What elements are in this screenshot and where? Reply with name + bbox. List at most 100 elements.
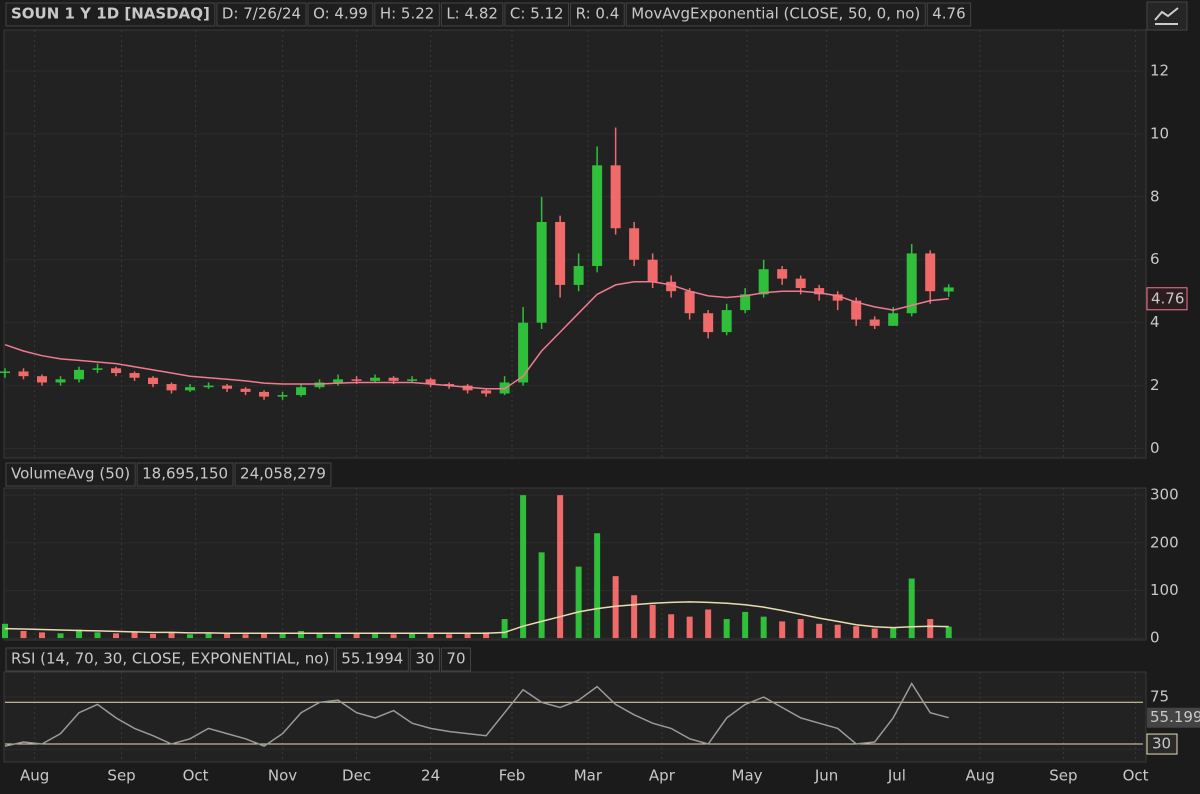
- candle-body: [55, 379, 66, 383]
- header-box: [625, 2, 926, 27]
- button-icon: [1154, 7, 1179, 25]
- y-tick-label: 6: [1150, 250, 1160, 268]
- header-text: L: 4.82: [446, 5, 498, 23]
- price-panel: [3, 29, 1147, 459]
- candle-body: [203, 385, 214, 388]
- y-tick-label: 4: [1150, 313, 1160, 331]
- y-tick-label: 300: [1150, 486, 1179, 504]
- header-box: [335, 647, 409, 672]
- candle-body: [185, 387, 196, 391]
- header-box: [307, 2, 374, 27]
- candle-body: [666, 281, 677, 292]
- volume-bar: [594, 533, 601, 639]
- header-text: 4.76: [932, 5, 965, 23]
- x-tick-label: Aug: [20, 767, 49, 785]
- volume-bar: [612, 576, 619, 639]
- x-tick-label: Aug: [966, 767, 995, 785]
- x-tick-label: Mar: [574, 767, 603, 785]
- volume-bar: [723, 619, 730, 639]
- volume-bar: [150, 633, 157, 639]
- candle-body: [777, 269, 788, 279]
- volume-bar: [20, 630, 27, 639]
- candle-body: [592, 165, 603, 267]
- draw-tool-button[interactable]: [1146, 1, 1188, 31]
- volume-bar: [945, 626, 952, 639]
- volume-bar: [686, 616, 693, 639]
- header-text: RSI (14, 70, 30, CLOSE, EXPONENTIAL, no): [11, 650, 329, 668]
- volume-bar: [242, 634, 249, 639]
- volume-bar: [94, 632, 101, 639]
- header-box: [409, 647, 440, 672]
- volume-bar: [483, 632, 490, 639]
- candle-body: [0, 371, 10, 374]
- candle-body: [37, 376, 48, 383]
- header-text: 70: [446, 650, 465, 668]
- x-tick-label: Apr: [649, 767, 676, 785]
- candle-body: [869, 319, 880, 326]
- candle-body: [518, 322, 529, 383]
- header-box: [374, 2, 440, 27]
- volume-bar: [205, 633, 212, 639]
- candle-body: [536, 221, 547, 323]
- y-tick-label: 2: [1150, 376, 1160, 394]
- candle-body: [462, 385, 473, 391]
- y-tick-label: 0: [1150, 439, 1160, 457]
- header-text: MovAvgExponential (CLOSE, 50, 0, no): [631, 5, 920, 23]
- candle-body: [222, 385, 233, 389]
- volume-bar: [464, 633, 471, 639]
- header-text: 18,695,150: [142, 465, 228, 483]
- last-value-label: 55.199: [1150, 708, 1200, 726]
- header-box: [234, 462, 332, 487]
- volume-bar: [538, 552, 545, 639]
- candle-body: [740, 294, 751, 311]
- volume-bar: [224, 633, 231, 639]
- rsi-panel: [3, 671, 1147, 763]
- header-text: D: 7/26/24: [222, 5, 301, 23]
- volume-bar: [76, 629, 83, 639]
- header-box: [504, 2, 570, 27]
- volume-bar: [927, 619, 934, 639]
- candle-body: [851, 300, 862, 320]
- volume-bar: [390, 634, 397, 639]
- candle-body: [444, 384, 455, 386]
- x-tick-label: 24: [421, 767, 440, 785]
- candle-body: [148, 377, 159, 385]
- y-tick-label: 200: [1150, 533, 1179, 551]
- candle-body: [481, 390, 492, 394]
- header-box: [136, 462, 234, 487]
- volume-bar: [168, 632, 175, 639]
- volume-bar: [57, 633, 64, 639]
- volume-bar: [853, 626, 860, 639]
- header-box: [440, 647, 472, 672]
- candle-body: [129, 373, 140, 378]
- candle-body: [111, 368, 122, 374]
- volume-bar: [649, 604, 656, 639]
- volume-bar: [501, 619, 508, 639]
- header-box: [5, 462, 136, 487]
- x-tick-label: Sep: [1049, 767, 1077, 785]
- candle-body: [74, 369, 85, 380]
- x-tick-label: Jul: [887, 767, 906, 785]
- volume-bar: [409, 633, 416, 639]
- volume-bar: [2, 623, 8, 639]
- volume-bar: [890, 627, 897, 639]
- candle-body: [333, 379, 344, 383]
- candle-body: [814, 288, 825, 295]
- header-box: [440, 2, 504, 27]
- volume-bar: [298, 630, 305, 639]
- x-tick-label: Sep: [107, 767, 135, 785]
- candle-body: [684, 291, 695, 314]
- candle-body: [18, 371, 29, 377]
- y-tick-label: 0: [1150, 629, 1160, 647]
- x-tick-label: Nov: [268, 767, 297, 785]
- volume-bar: [131, 631, 138, 639]
- volume-bar: [779, 621, 786, 639]
- x-tick-label: May: [732, 767, 763, 785]
- overlay-line: [4, 281, 949, 390]
- candle-body: [888, 313, 899, 326]
- volume-bar: [871, 628, 878, 639]
- level-label: 30: [1152, 735, 1171, 753]
- x-tick-label: Oct: [183, 767, 209, 785]
- volume-bar: [353, 633, 360, 639]
- volume-bar: [113, 633, 120, 639]
